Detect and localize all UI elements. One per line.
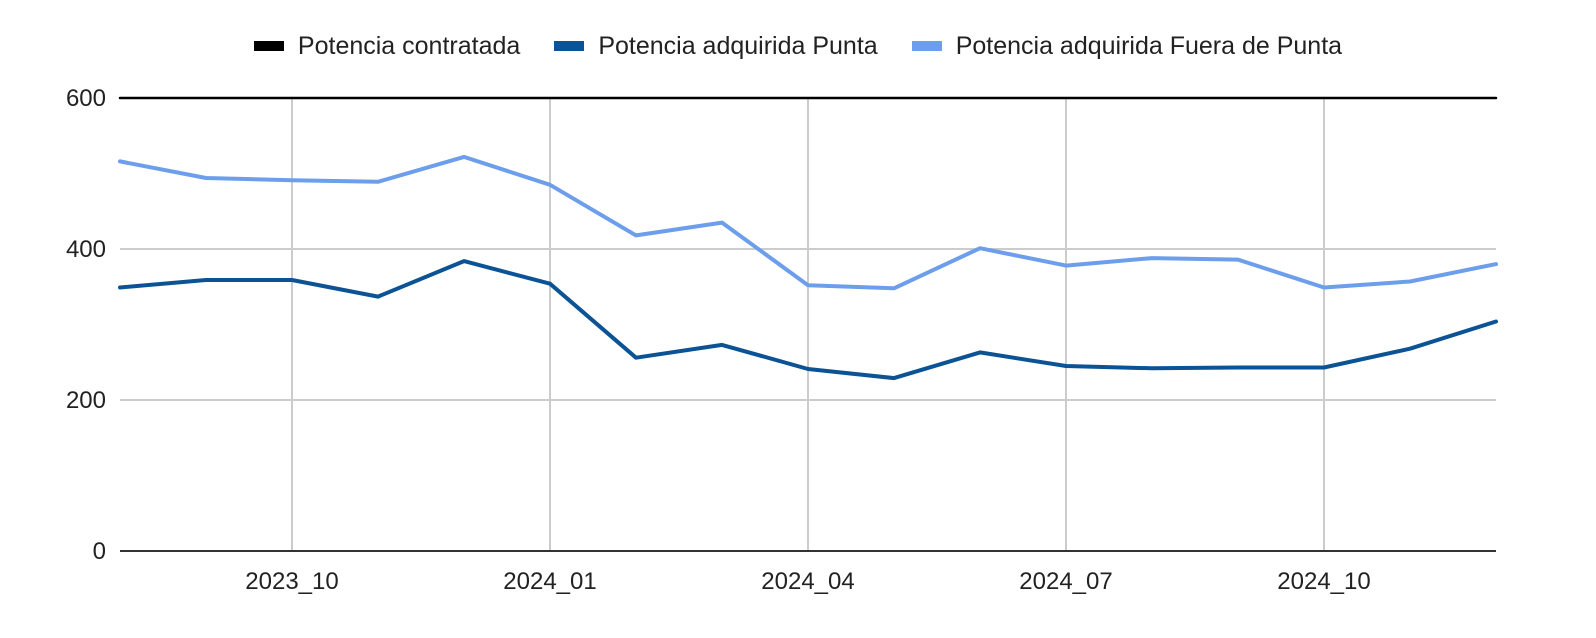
chart-legend: Potencia contratada Potencia adquirida Pu…	[0, 26, 1596, 66]
legend-label: Potencia contratada	[297, 31, 521, 60]
x-tick-label: 2024_10	[1277, 568, 1370, 595]
x-tick-label: 2024_07	[1019, 568, 1112, 595]
y-tick-label: 400	[66, 236, 106, 263]
label-layer: 0 200 400 600 2023_10 2024_01 2024_04 2024_07 20…	[66, 85, 1371, 595]
legend-label: Potencia adquirida Fuera de Punta	[955, 31, 1343, 60]
legend-item: Potencia contratada	[253, 31, 521, 61]
legend-item: Potencia adquirida Fuera de Punta	[911, 31, 1343, 61]
y-tick-label: 200	[66, 387, 106, 414]
series-layer	[118, 96, 1498, 381]
grid-layer	[120, 97, 1496, 551]
legend-label: Potencia adquirida Punta	[598, 31, 878, 60]
legend-swatch	[911, 41, 942, 51]
series-line-3	[118, 154, 1498, 291]
legend-item: Potencia adquirida Punta	[554, 31, 878, 61]
legend-swatch	[253, 41, 284, 51]
legend-swatch	[554, 41, 585, 51]
y-tick-label: 0	[93, 538, 106, 565]
x-tick-label: 2024_04	[761, 568, 854, 595]
series-line-2	[118, 259, 1498, 381]
y-tick-label: 600	[66, 85, 106, 112]
x-tick-label: 2023_10	[245, 568, 338, 595]
x-tick-label: 2024_01	[503, 568, 596, 595]
